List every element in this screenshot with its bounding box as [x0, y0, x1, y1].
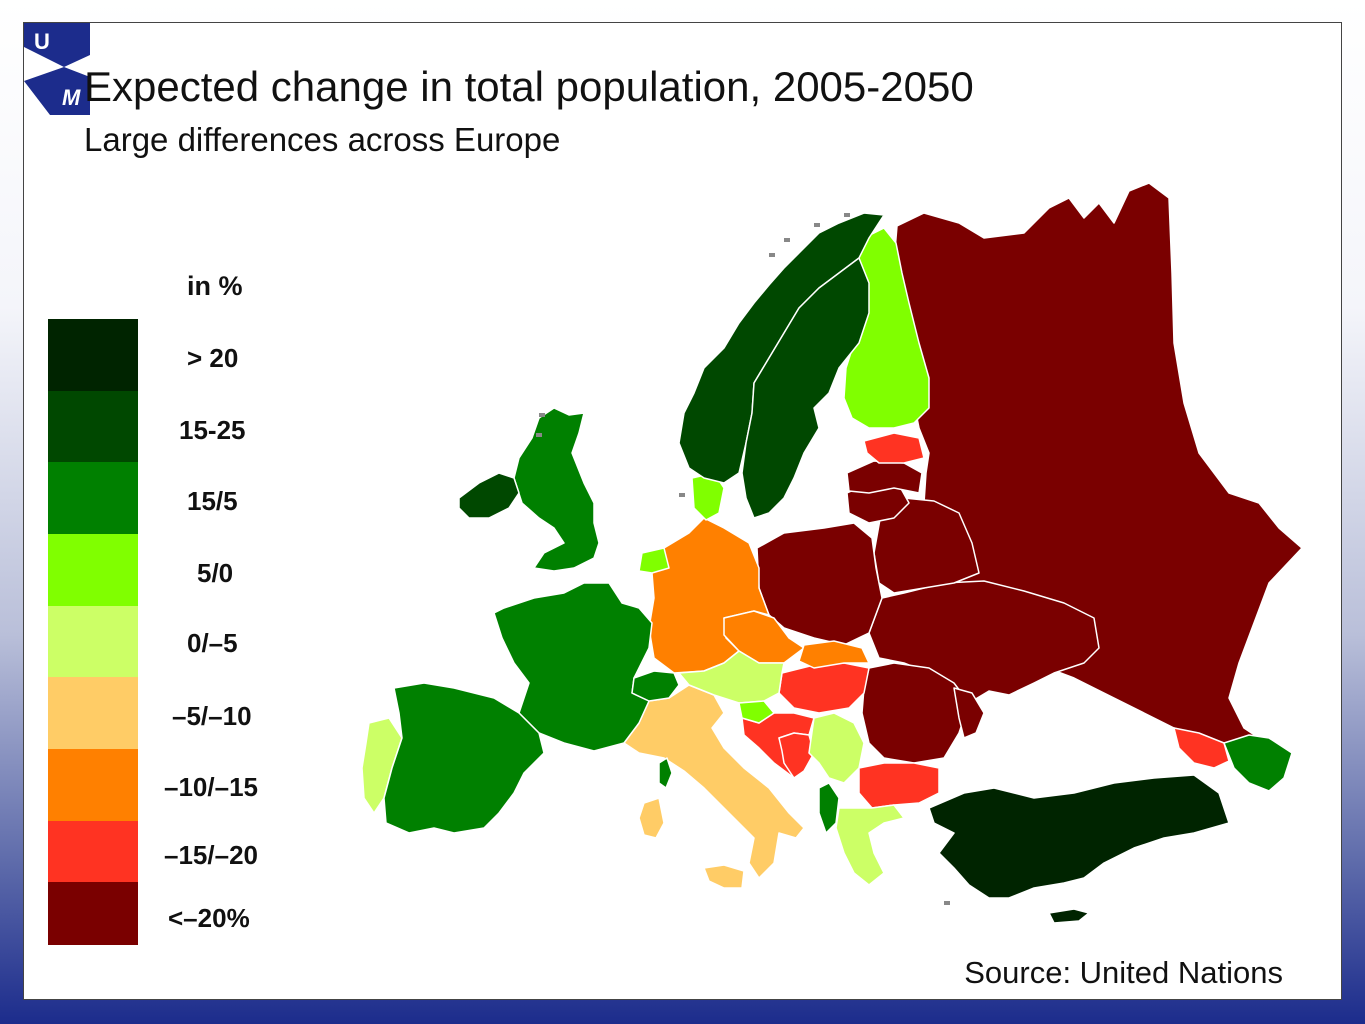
map-region-sardinia	[638, 797, 665, 839]
map-island	[769, 253, 775, 257]
map-region-spain	[383, 682, 545, 834]
legend-swatch	[48, 391, 138, 462]
map-island	[814, 223, 820, 227]
map-island	[539, 413, 545, 417]
map-island	[944, 901, 950, 905]
map-island	[844, 213, 850, 217]
slide: U M Expected change in total population,…	[23, 22, 1342, 1000]
map-region-united-kingdom	[513, 407, 600, 572]
map-region-latvia	[846, 460, 923, 494]
legend-label: –5/–10	[172, 701, 252, 731]
legend-label: <–20%	[168, 903, 250, 933]
map-region-corsica	[658, 757, 673, 789]
map-region-moldova	[953, 687, 985, 739]
map-region-romania	[861, 662, 970, 764]
map-region-slovenia	[738, 700, 775, 724]
legend-swatch	[48, 319, 138, 391]
legend-label: 0/–5	[187, 628, 238, 658]
map-region-czech-republic	[723, 610, 805, 664]
map-region-netherlands	[638, 547, 670, 574]
legend-swatch	[48, 749, 138, 821]
legend-swatch	[48, 882, 138, 945]
legend-swatch	[48, 677, 138, 749]
map-region-bosnia	[778, 732, 815, 779]
map-region-slovakia	[798, 640, 870, 669]
map-region-albania	[818, 782, 840, 834]
slide-title: Expected change in total population, 200…	[84, 63, 974, 110]
map-island	[536, 433, 542, 437]
map-region-georgia	[1173, 727, 1230, 769]
legend-label: 15/5	[187, 486, 238, 516]
map-region-norway	[678, 212, 885, 484]
legend-swatch	[48, 606, 138, 677]
map-region-austria	[678, 650, 785, 704]
map-region-estonia	[863, 432, 925, 464]
europe-map	[361, 182, 1303, 924]
legend-label: 5/0	[197, 558, 234, 588]
map-region-switzerland	[631, 670, 680, 702]
map-island	[679, 493, 685, 497]
map-region-sweden	[741, 257, 870, 519]
legend-label: > 20	[187, 343, 239, 373]
legend-swatch	[48, 462, 138, 534]
slide-subtitle: Large differences across Europe	[84, 121, 561, 158]
university-logo: U M	[24, 23, 90, 115]
legend-title: in %	[187, 271, 243, 301]
map-region-azerbaijan	[1223, 734, 1293, 792]
map-region-greece	[835, 804, 905, 886]
map-region-serbia	[808, 712, 865, 784]
logo-letter-m: M	[62, 85, 81, 110]
legend-swatch	[48, 821, 138, 882]
legend-color-bar	[48, 319, 138, 945]
legend-label: –15/–20	[164, 840, 258, 870]
map-region-ireland	[458, 472, 520, 519]
map-region-sicily	[703, 864, 745, 889]
map-region-hungary	[778, 662, 870, 714]
legend-label: 15-25	[179, 415, 246, 445]
map-region-cyprus	[1048, 908, 1090, 924]
map-region-turkey	[928, 774, 1230, 899]
map-region-portugal	[361, 717, 403, 814]
map-region-bulgaria	[858, 762, 940, 809]
legend-swatch	[48, 534, 138, 606]
logo-letter-u: U	[34, 29, 50, 54]
legend-label: –10/–15	[164, 772, 258, 802]
source-note: Source: United Nations	[964, 955, 1283, 990]
map-island	[784, 238, 790, 242]
